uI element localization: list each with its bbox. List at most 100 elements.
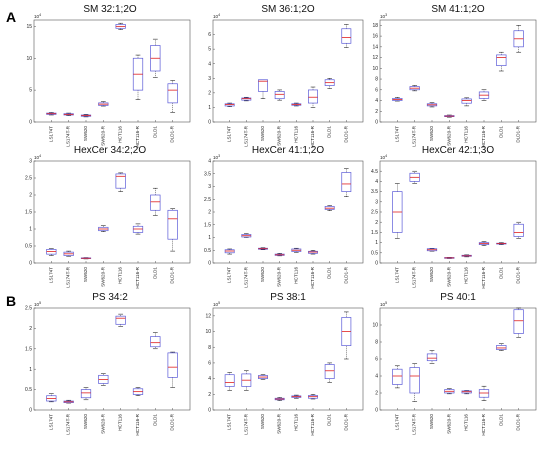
box [324, 364, 335, 379]
axis-exponent: 104 [34, 154, 41, 160]
box [513, 309, 524, 334]
category-label: SW620-R [277, 266, 282, 287]
box [115, 315, 126, 325]
y-tick-label: 6 [208, 32, 211, 38]
category-label: DLD1 [327, 126, 332, 138]
box-chart: SM 41:1;2O 103 0 2 4 6 8 10 12 14 16 18 LS174T LS174T… [372, 4, 537, 148]
y-tick-label: 4.5 [371, 169, 378, 175]
box [341, 172, 352, 192]
category-label: HCT116-R [135, 413, 140, 435]
plot-frame [33, 307, 191, 411]
y-tick-label: 0 [29, 120, 32, 126]
box [513, 223, 524, 237]
category-label: HCT116 [464, 414, 469, 431]
plot-frame [212, 160, 364, 264]
box [115, 173, 126, 189]
y-tick-label: 4 [375, 374, 378, 380]
box-chart: PS 40:1 105 0 2 4 6 8 10 LS174T LS174T-R SW620 SW62… [372, 292, 537, 436]
y-tick-label: 2.5 [204, 197, 211, 203]
axis-exponent: 103 [213, 154, 220, 160]
category-label: LS174T-R [66, 413, 71, 434]
box [478, 389, 490, 398]
y-tick-label: 16 [372, 34, 378, 40]
category-label: DLD1-R [516, 413, 521, 430]
category-label: SW620 [429, 414, 434, 430]
y-tick-label: 12 [205, 313, 211, 319]
box [409, 367, 420, 394]
chart-title: SM 32:1;2O [83, 4, 137, 15]
category-label: SW620 [83, 267, 88, 283]
box [496, 54, 507, 66]
y-tick-label: 8 [375, 340, 378, 346]
category-label: HCT116 [293, 414, 298, 431]
y-tick-label: 6 [208, 361, 211, 367]
chart-title: SM 41:1;2O [431, 4, 485, 15]
category-label: LS174T-R [243, 266, 248, 287]
y-tick-label: 2 [375, 391, 378, 397]
category-label: SW620 [260, 414, 265, 430]
axis-exponent: 104 [34, 13, 41, 19]
y-tick-label: 4 [375, 98, 378, 104]
category-label: LS174T-R [243, 125, 248, 146]
category-label: HCT116-R [481, 413, 486, 435]
plot-frame [379, 307, 537, 411]
category-label: LS174T [394, 126, 399, 142]
category-label: LS174T-R [66, 266, 71, 287]
category-label: SW620 [260, 126, 265, 142]
y-tick-label: 18 [372, 23, 378, 29]
y-tick-label: 5 [29, 88, 32, 94]
y-tick-label: 8 [208, 345, 211, 351]
category-label: DLD1-R [343, 266, 348, 283]
plot-frame [33, 160, 191, 264]
y-tick-label: 10 [26, 56, 32, 62]
axis-exponent: 104 [213, 13, 220, 19]
box [167, 83, 178, 104]
y-tick-label: 8 [375, 77, 378, 83]
y-tick-label: 0.5 [204, 248, 211, 254]
y-tick-label: 0 [29, 261, 32, 267]
y-tick-label: 1.5 [371, 230, 378, 236]
category-label: DLD1 [498, 414, 503, 426]
category-label: SW620 [83, 414, 88, 430]
panel-label-b: B [6, 293, 16, 309]
box-chart: PS 38:1 105 0 2 4 6 8 10 12 LS174T LS174T-R SW620 SW… [205, 292, 364, 436]
box [224, 374, 235, 387]
y-tick-label: 10 [372, 323, 378, 329]
y-tick-label: 0 [375, 408, 378, 414]
y-tick-label: 4 [208, 159, 211, 165]
chart-title: SM 36:1;2O [261, 4, 315, 15]
category-label: LS174T [227, 126, 232, 142]
box [341, 28, 352, 44]
category-label: SW620-R [277, 125, 282, 146]
category-label: LS174T-R [412, 413, 417, 434]
y-tick-label: 6 [375, 87, 378, 93]
y-tick-label: 3.5 [204, 171, 211, 177]
axis-exponent: 105 [34, 301, 41, 307]
y-tick-label: 0.5 [371, 250, 378, 256]
box [258, 79, 268, 92]
y-tick-label: 0 [375, 261, 378, 267]
category-label: HCT116 [293, 126, 298, 143]
category-label: DLD1-R [343, 125, 348, 142]
plot-frame [212, 307, 364, 411]
chart-title: PS 34:2 [92, 292, 128, 303]
y-tick-label: 0 [208, 408, 211, 414]
y-tick-label: 4 [375, 179, 378, 185]
category-label: SW620 [260, 267, 265, 283]
y-tick-label: 0 [208, 261, 211, 267]
y-tick-label: 1 [29, 367, 32, 373]
y-tick-label: 14 [372, 44, 378, 50]
category-label: HCT116-R [135, 125, 140, 147]
category-label: LS174T-R [412, 266, 417, 287]
box-chart: SM 32:1;2O 104 0 5 10 15 LS174T LS174T-R SW620 SW… [26, 4, 191, 148]
category-label: HCT116-R [310, 125, 315, 147]
category-label: SW620 [83, 126, 88, 142]
y-tick-label: 0 [375, 120, 378, 126]
category-label: HCT116 [118, 267, 123, 284]
box-chart: HexCer 42:1;3O 104 0 0.5 1 1.5 2 2.5 3 3.5 4 4.5 LS1… [371, 145, 537, 289]
category-label: SW620-R [277, 413, 282, 434]
y-tick-label: 4 [208, 376, 211, 382]
category-label: DLD1 [327, 414, 332, 426]
